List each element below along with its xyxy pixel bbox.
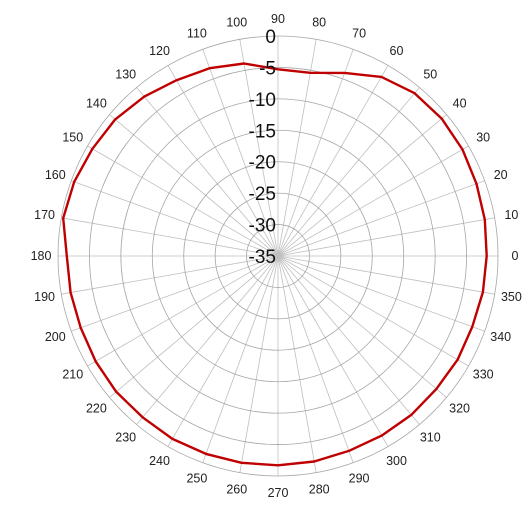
series-layer (62, 62, 488, 467)
angle-tick-label: 220 (86, 401, 107, 415)
angle-tick-label: 70 (352, 26, 366, 40)
angular-gridlines (58, 36, 498, 476)
angle-tick-label: 150 (62, 131, 83, 145)
angle-tick-label: 100 (226, 16, 247, 30)
angle-tick-label: 330 (473, 368, 494, 382)
angle-tick-label: 270 (268, 486, 289, 500)
spoke-20 (277, 180, 485, 257)
angle-tick-label: 50 (423, 67, 437, 81)
spoke-240 (167, 255, 279, 447)
angle-tick-label: 290 (349, 472, 370, 486)
spoke-140 (109, 114, 279, 257)
angle-tick-label: 10 (504, 208, 518, 222)
spoke-10 (277, 217, 495, 257)
spoke-50 (277, 87, 420, 257)
angle-tick-label: 60 (390, 44, 404, 58)
angle-tick-label: 260 (226, 482, 247, 496)
spoke-30 (277, 145, 469, 257)
spoke-350 (277, 255, 495, 295)
spoke-250 (202, 255, 279, 463)
angle-tick-label: 40 (453, 97, 467, 111)
spoke-130 (136, 87, 279, 257)
spoke-280 (277, 255, 317, 473)
ring--25 (214, 192, 342, 320)
spoke-110 (202, 49, 279, 257)
spoke-220 (109, 255, 279, 398)
spoke-340 (277, 255, 485, 332)
spoke-210 (87, 255, 279, 367)
angle-tick-label: 230 (115, 431, 136, 445)
spoke-160 (71, 180, 279, 257)
radial-tick-label: -25 (249, 184, 276, 205)
spoke-310 (277, 255, 420, 425)
ring--20 (183, 161, 373, 351)
angle-tick-label: 110 (187, 26, 207, 40)
spoke-100 (239, 39, 279, 257)
angle-tick-label: 160 (45, 168, 66, 182)
ring--10 (120, 98, 436, 414)
radial-tick-label: -15 (249, 121, 276, 142)
angle-tick-label: 90 (271, 12, 285, 26)
angle-tick-label: 200 (45, 330, 66, 344)
angle-tick-label: 180 (31, 249, 52, 263)
series-line-0 (62, 62, 488, 467)
spoke-120 (167, 65, 279, 257)
spoke-300 (277, 255, 389, 447)
spoke-320 (277, 255, 447, 398)
spoke-70 (277, 49, 354, 257)
spoke-60 (277, 65, 389, 257)
angle-tick-label: 320 (449, 401, 470, 415)
angle-tick-label: 340 (490, 330, 511, 344)
radial-tick-label: -5 (259, 58, 276, 79)
spoke-260 (239, 255, 279, 473)
spoke-290 (277, 255, 354, 463)
angle-tick-label: 30 (476, 131, 490, 145)
ring-0 (57, 35, 499, 477)
angle-tick-label: 80 (312, 16, 326, 30)
radial-tick-label: -30 (249, 216, 276, 237)
spoke-230 (136, 255, 279, 425)
angle-tick-label: 120 (149, 44, 170, 58)
spoke-330 (277, 255, 469, 367)
angle-tick-label: 210 (62, 368, 83, 382)
angle-tick-label: 20 (494, 168, 508, 182)
angle-tick-label: 240 (149, 454, 170, 468)
angle-tick-label: 130 (115, 67, 136, 81)
angle-tick-label: 310 (420, 431, 441, 445)
spoke-40 (277, 114, 447, 257)
angle-tick-label: 250 (186, 472, 207, 486)
angle-tick-label: 190 (34, 290, 55, 304)
radial-tick-label: 0 (265, 27, 276, 48)
angle-tick-label: 140 (86, 97, 107, 111)
angle-tick-label: 300 (386, 454, 407, 468)
spoke-170 (61, 217, 279, 257)
ring--5 (89, 67, 467, 445)
angle-tick-label: 280 (309, 482, 330, 496)
radial-tick-label: -35 (249, 247, 276, 268)
radial-gridlines (57, 35, 499, 477)
ring--15 (151, 129, 405, 383)
radial-tick-label: -10 (249, 90, 276, 111)
spoke-150 (87, 145, 279, 257)
angle-tick-label: 170 (34, 208, 55, 222)
spoke-190 (61, 255, 279, 295)
radial-axis-labels: 0 -5 -10 -15 -20 -25 -30 -35 (249, 27, 276, 268)
spoke-200 (71, 255, 279, 332)
ring--30 (246, 224, 310, 288)
angle-tick-label: 350 (501, 290, 522, 304)
angle-axis-labels: 0 10 20 30 40 50 60 70 80 90 100 110 120 130 140 150 160… (31, 12, 522, 500)
radial-tick-label: -20 (249, 153, 276, 174)
spoke-80 (277, 39, 317, 257)
angle-tick-label: 0 (512, 249, 519, 263)
